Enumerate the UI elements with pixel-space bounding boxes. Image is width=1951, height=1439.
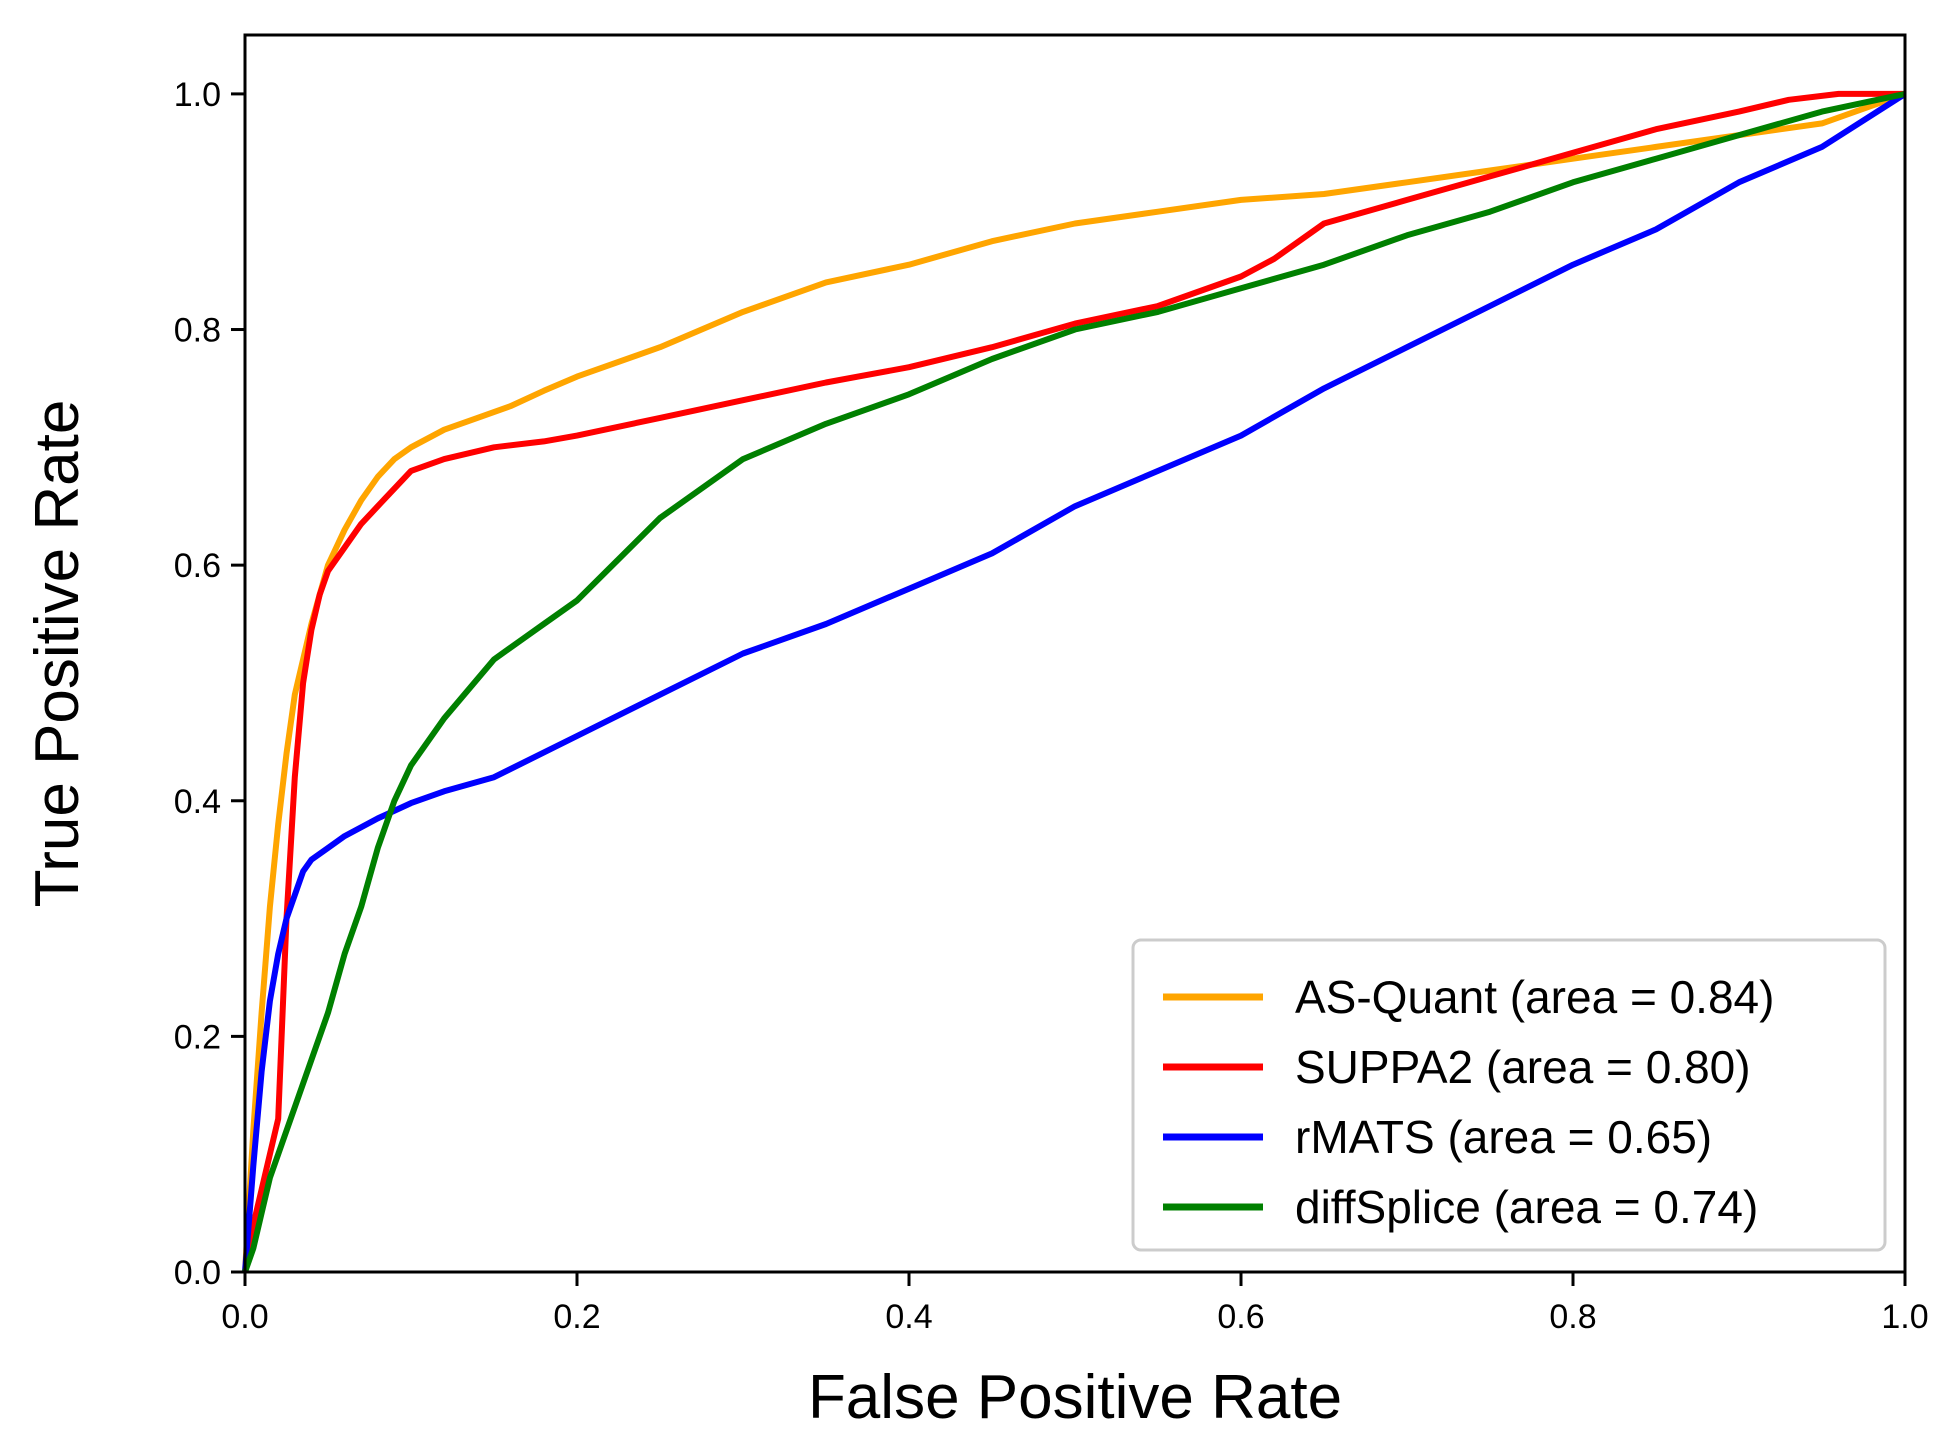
legend: AS-Quant (area = 0.84) SUPPA2 (area = 0.8… <box>1131 938 1887 1252</box>
x-tick-label: 0.0 <box>221 1298 268 1336</box>
x-tick-label: 0.6 <box>1217 1298 1264 1336</box>
series-line-0 <box>242 91 1907 1273</box>
y-tick-label: 0.6 <box>174 547 221 585</box>
plot-frame <box>243 33 1907 1274</box>
legend-box <box>1131 938 1887 1252</box>
x-tick-label: 0.2 <box>553 1298 600 1336</box>
legend-label-1: SUPPA2 (area = 0.80) <box>1295 1041 1751 1093</box>
y-tick-label: 1.0 <box>174 76 221 114</box>
y-tick-label: 0.4 <box>174 783 221 821</box>
series-layer <box>242 90 1907 1273</box>
legend-label-2: rMATS (area = 0.65) <box>1295 1111 1712 1163</box>
y-tick-label: 0.8 <box>174 312 221 350</box>
x-axis-label: False Positive Rate <box>808 1363 1342 1432</box>
series-line-3 <box>242 90 1906 1273</box>
series-line-2 <box>242 91 1907 1273</box>
legend-label-0: AS-Quant (area = 0.84) <box>1295 971 1774 1023</box>
x-tick-label: 1.0 <box>1881 1298 1928 1336</box>
legend-label-3: diffSplice (area = 0.74) <box>1295 1181 1758 1233</box>
x-tick-label: 0.4 <box>885 1298 932 1336</box>
series-line-1 <box>242 90 1905 1273</box>
y-axis-ticks: 0.0 0.2 0.4 0.6 0.8 1.0 <box>174 76 245 1292</box>
x-axis-ticks: 0.0 0.2 0.4 0.6 0.8 1.0 <box>221 1272 1929 1336</box>
y-tick-label: 0.0 <box>174 1254 221 1292</box>
x-tick-label: 0.8 <box>1549 1298 1596 1336</box>
y-tick-label: 0.2 <box>174 1018 221 1056</box>
y-axis-label: True Positive Rate <box>23 400 92 908</box>
